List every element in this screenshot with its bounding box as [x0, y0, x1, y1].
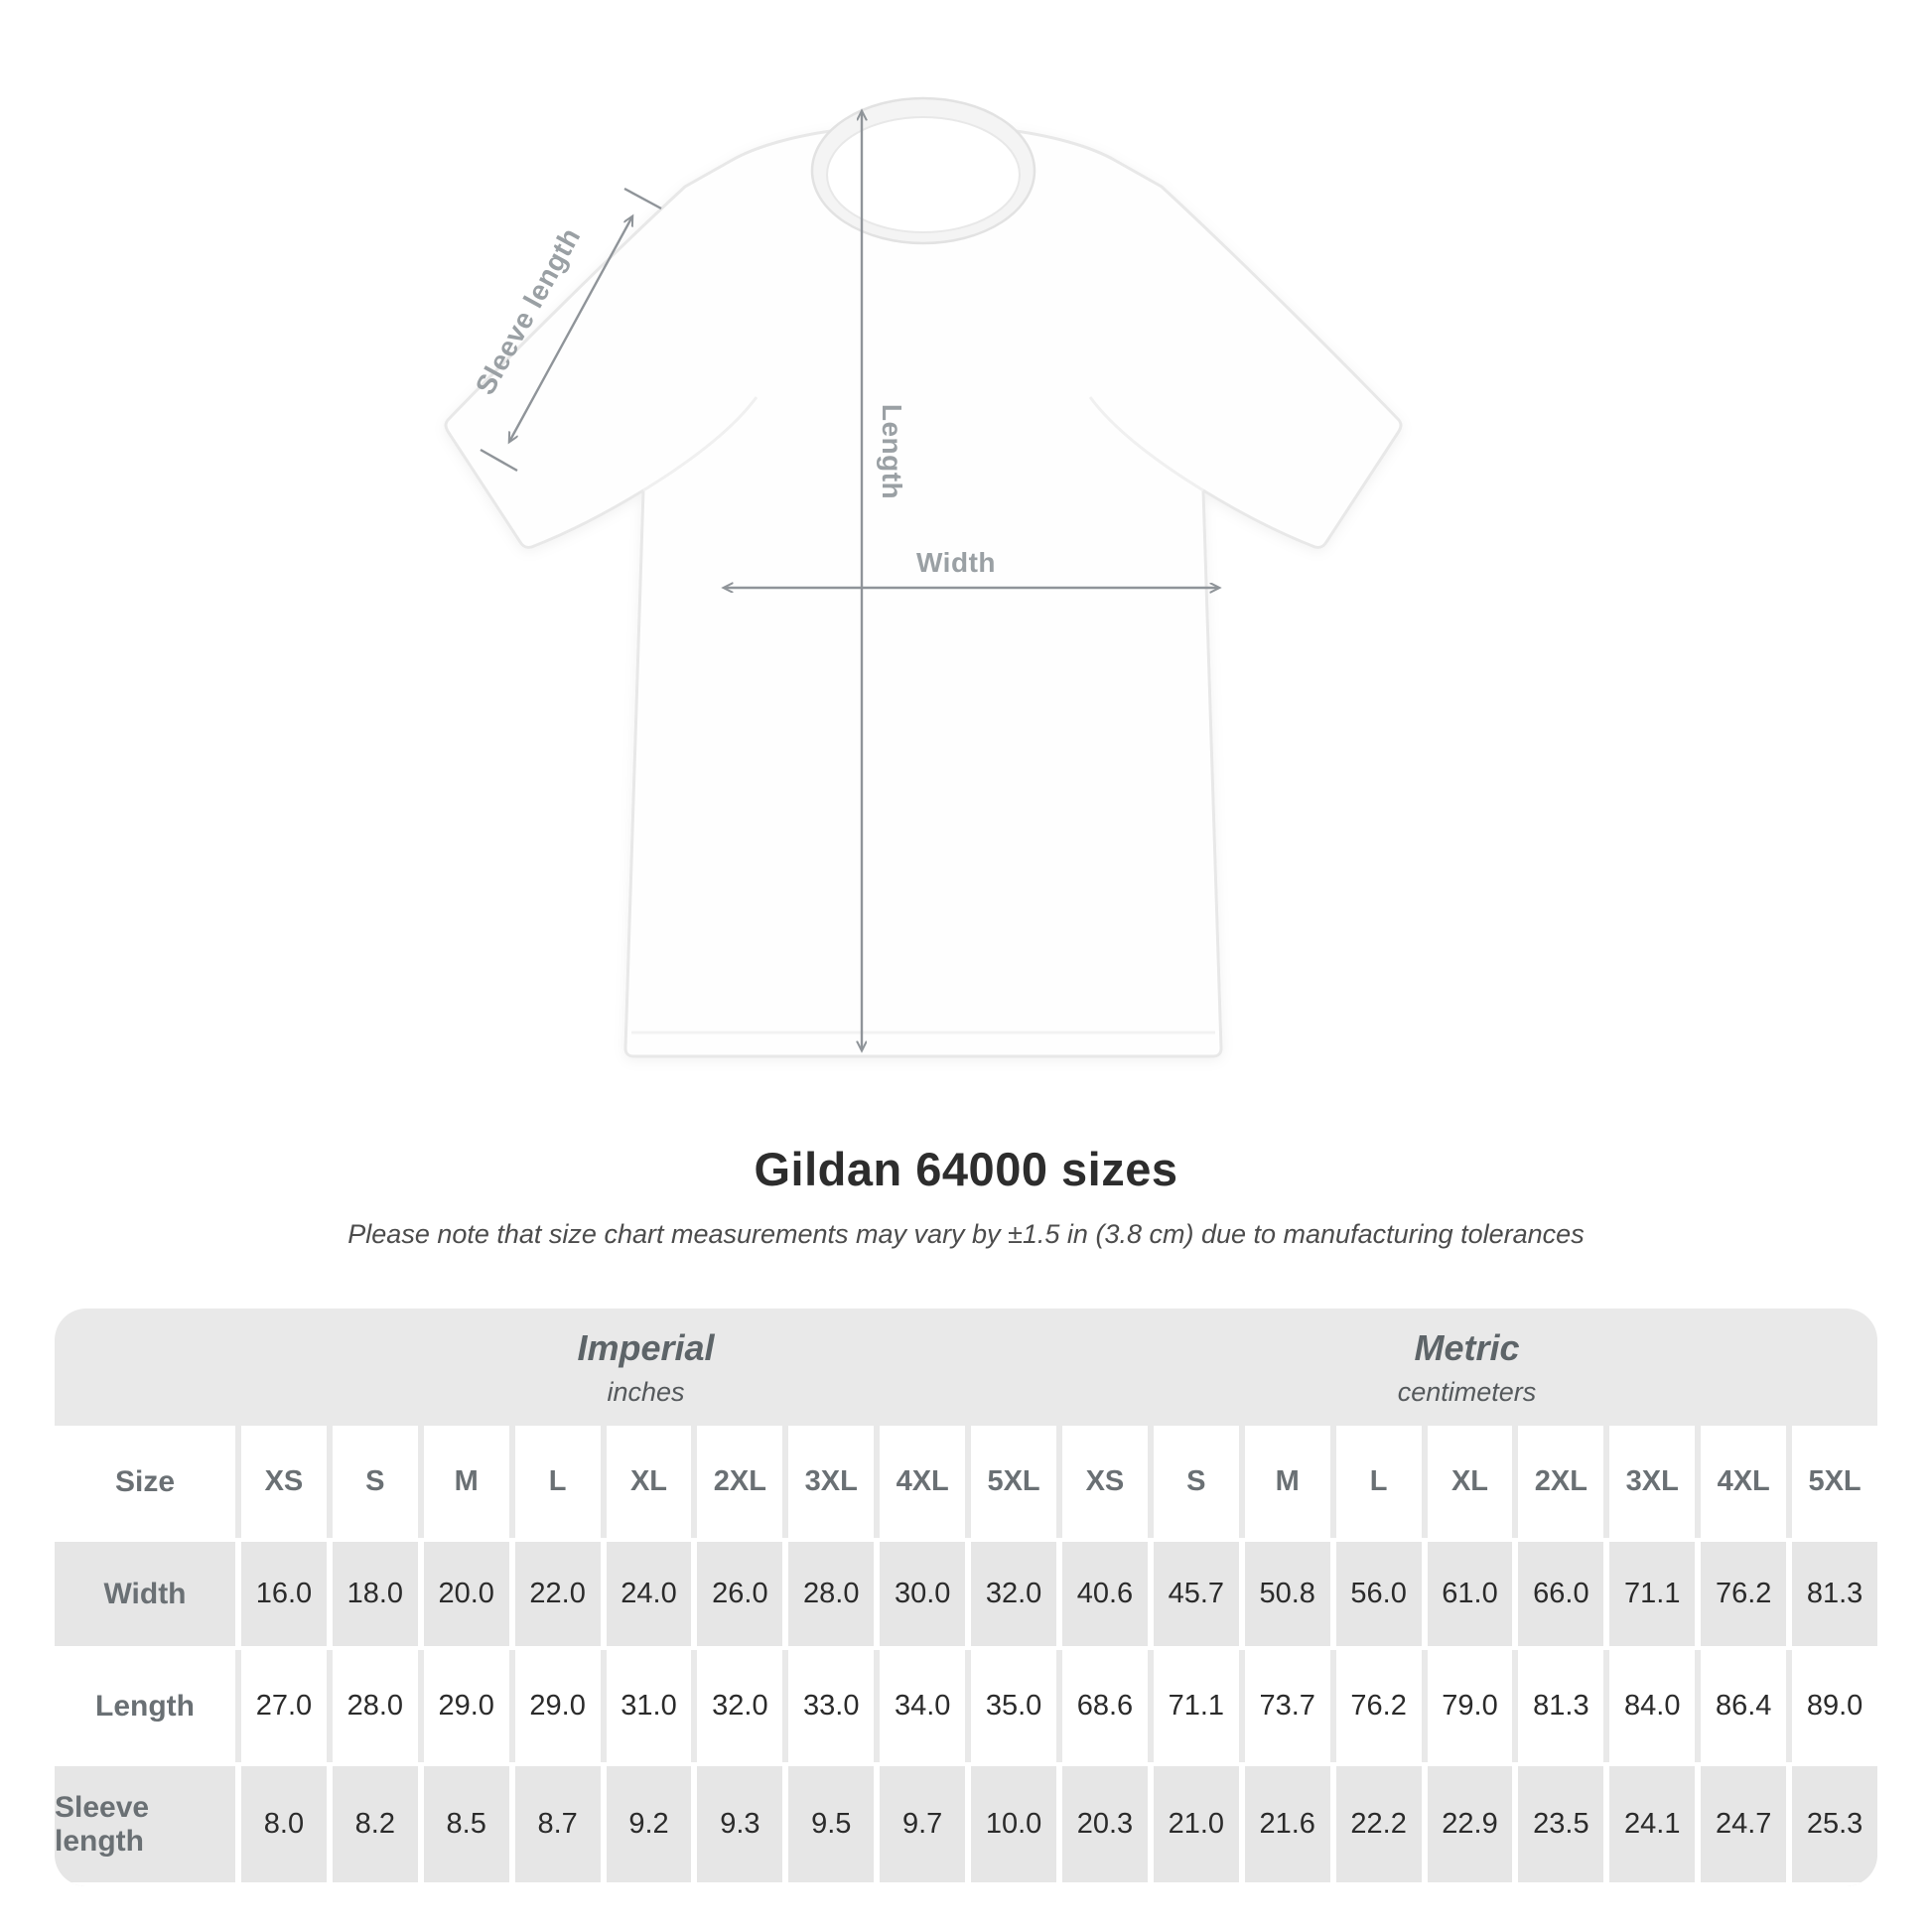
sleeve-length-tick-bottom	[480, 448, 518, 473]
length-value-cell: 33.0	[782, 1650, 875, 1762]
width-value-cell: 28.0	[782, 1538, 875, 1650]
sleeve-length-tick-top	[623, 187, 662, 210]
size-header: S	[1147, 1426, 1239, 1538]
width-value-cell: 22.0	[508, 1538, 601, 1650]
length-value-cell: 31.0	[600, 1650, 692, 1762]
imperial-section-unit: inches	[607, 1376, 685, 1407]
width-value-cell: 24.0	[600, 1538, 692, 1650]
width-value-cell: 76.2	[1695, 1538, 1787, 1650]
width-value-cell: 20.0	[417, 1538, 509, 1650]
sleeve-value-cell: 9.3	[691, 1762, 783, 1886]
size-header: XS	[1055, 1426, 1148, 1538]
right-sleeve-seam	[1088, 396, 1204, 492]
width-value-cell: 40.6	[1055, 1538, 1148, 1650]
length-value-cell: 79.0	[1421, 1650, 1513, 1762]
width-value-cell: 61.0	[1421, 1538, 1513, 1650]
size-header: XL	[1421, 1426, 1513, 1538]
width-value-cell: 50.8	[1238, 1538, 1330, 1650]
size-header: L	[508, 1426, 601, 1538]
tolerance-note: Please note that size chart measurements…	[347, 1219, 1585, 1249]
size-chart-table: Imperial inches Metric centimeters Size …	[55, 1309, 1877, 1886]
width-value-cell: 18.0	[326, 1538, 418, 1650]
length-label: Length	[877, 404, 907, 499]
size-header: M	[417, 1426, 509, 1538]
size-header: 4XL	[1695, 1426, 1787, 1538]
sleeve-value-cell: 8.5	[417, 1762, 509, 1886]
size-row-label: Size	[55, 1426, 235, 1538]
width-value-cell: 30.0	[874, 1538, 966, 1650]
size-header: S	[326, 1426, 418, 1538]
size-header: 2XL	[691, 1426, 783, 1538]
width-row-label: Width	[55, 1538, 235, 1650]
tshirt-diagram: Sleeve length Length Width	[444, 96, 1403, 1058]
length-value-cell: 86.4	[1695, 1650, 1787, 1762]
sleeve-value-cell: 23.5	[1512, 1762, 1604, 1886]
width-label: Width	[916, 547, 996, 578]
sleeve-value-cell: 22.9	[1421, 1762, 1513, 1886]
sleeve-value-cell: 21.6	[1238, 1762, 1330, 1886]
width-value-cell: 71.1	[1603, 1538, 1696, 1650]
length-value-cell: 73.7	[1238, 1650, 1330, 1762]
size-header: 5XL	[1786, 1426, 1877, 1538]
imperial-section-name: Imperial	[577, 1326, 715, 1368]
metric-section-unit: centimeters	[1397, 1376, 1537, 1407]
sleeve-value-cell: 8.0	[235, 1762, 327, 1886]
size-header: 3XL	[782, 1426, 875, 1538]
sleeve-value-cell: 24.7	[1695, 1762, 1787, 1886]
sleeve-value-cell: 21.0	[1147, 1762, 1239, 1886]
length-value-cell: 84.0	[1603, 1650, 1696, 1762]
length-value-cell: 27.0	[235, 1650, 327, 1762]
sleeve-value-cell: 8.7	[508, 1762, 601, 1886]
size-header: M	[1238, 1426, 1330, 1538]
sleeve-value-cell: 9.7	[874, 1762, 966, 1886]
length-value-cell: 81.3	[1512, 1650, 1604, 1762]
section-header-spacer	[55, 1309, 235, 1426]
length-value-cell: 34.0	[874, 1650, 966, 1762]
length-value-cell: 29.0	[417, 1650, 509, 1762]
sleeve-value-cell: 9.5	[782, 1762, 875, 1886]
length-value-cell: 89.0	[1786, 1650, 1877, 1762]
size-header: XS	[235, 1426, 327, 1538]
measurement-annotations	[480, 111, 1219, 1050]
metric-section-header: Metric centimeters	[1056, 1309, 1877, 1426]
width-value-cell: 45.7	[1147, 1538, 1239, 1650]
size-header: L	[1329, 1426, 1422, 1538]
width-value-cell: 16.0	[235, 1538, 327, 1650]
sleeve-value-cell: 8.2	[326, 1762, 418, 1886]
imperial-section-header: Imperial inches	[235, 1309, 1056, 1426]
sleeve-value-cell: 10.0	[965, 1762, 1056, 1886]
sleeve-value-cell: 22.2	[1329, 1762, 1422, 1886]
size-header: 2XL	[1512, 1426, 1604, 1538]
length-value-cell: 28.0	[326, 1650, 418, 1762]
length-value-cell: 71.1	[1147, 1650, 1239, 1762]
sleeve-length-arrow	[509, 216, 632, 442]
length-value-cell: 68.6	[1055, 1650, 1148, 1762]
size-header: XL	[600, 1426, 692, 1538]
length-value-cell: 76.2	[1329, 1650, 1422, 1762]
collar-inner	[826, 116, 1021, 233]
sleeve-value-cell: 20.3	[1055, 1762, 1148, 1886]
width-value-cell: 32.0	[965, 1538, 1056, 1650]
left-sleeve-seam	[642, 396, 759, 492]
length-value-cell: 35.0	[965, 1650, 1056, 1762]
length-value-cell: 32.0	[691, 1650, 783, 1762]
sleeve-value-cell: 9.2	[600, 1762, 692, 1886]
width-value-cell: 81.3	[1786, 1538, 1877, 1650]
sleeve-value-cell: 25.3	[1786, 1762, 1877, 1886]
length-row-label: Length	[55, 1650, 235, 1762]
width-value-cell: 56.0	[1329, 1538, 1422, 1650]
page-title: Gildan 64000 sizes	[754, 1143, 1178, 1195]
tshirt-outline	[444, 125, 1403, 1058]
sleeve-value-cell: 24.1	[1603, 1762, 1696, 1886]
size-header: 4XL	[874, 1426, 966, 1538]
length-value-cell: 29.0	[508, 1650, 601, 1762]
sleeve-row-label: Sleeve length	[55, 1762, 235, 1886]
size-header: 3XL	[1603, 1426, 1696, 1538]
metric-section-name: Metric	[1414, 1326, 1520, 1368]
width-value-cell: 66.0	[1512, 1538, 1604, 1650]
size-header: 5XL	[965, 1426, 1056, 1538]
width-value-cell: 26.0	[691, 1538, 783, 1650]
